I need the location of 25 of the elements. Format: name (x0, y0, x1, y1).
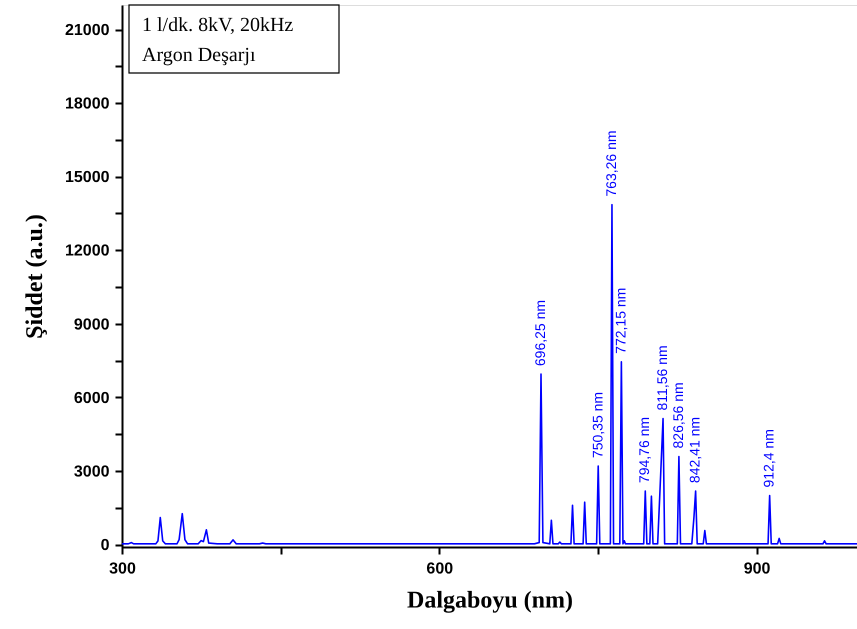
y-tick-label: 15000 (65, 169, 110, 186)
annotation: 1 l/dk. 8kV, 20kHz (142, 14, 294, 36)
y-tick-label: 18000 (65, 96, 110, 113)
x-tick-label: 900 (744, 560, 770, 578)
y-tick-label: 3000 (74, 463, 110, 480)
y-tick-label: 9000 (74, 316, 110, 334)
annotation: 811,56 nm (654, 345, 670, 410)
y-tick-label: 0 (100, 537, 110, 554)
annotation: 826,56 nm (670, 382, 686, 449)
x-tick-label: 600 (426, 560, 454, 578)
annotation: 763,26 nm (602, 130, 619, 197)
annotation: 842,41 nm (686, 416, 703, 484)
annotation: 912,4 nm (760, 429, 777, 488)
annotation: 696,25 nm (532, 300, 548, 366)
annotation: 750,35 nm (589, 392, 606, 458)
annotation: 772,15 nm (612, 288, 628, 354)
line-series (122, 204, 857, 545)
y-tick-label: 12000 (65, 242, 110, 260)
y-tick-label: 21000 (65, 22, 110, 40)
x-axis-title: Dalgaboyu (nm) (406, 588, 574, 614)
y-axis-title: Şiddet (a.u.) (22, 214, 48, 339)
y-tick-label: 6000 (74, 390, 110, 407)
x-tick-label: 300 (109, 560, 136, 578)
annotation: 794,76 nm (636, 416, 652, 484)
annotation: Argon Deşarjı (142, 44, 256, 66)
